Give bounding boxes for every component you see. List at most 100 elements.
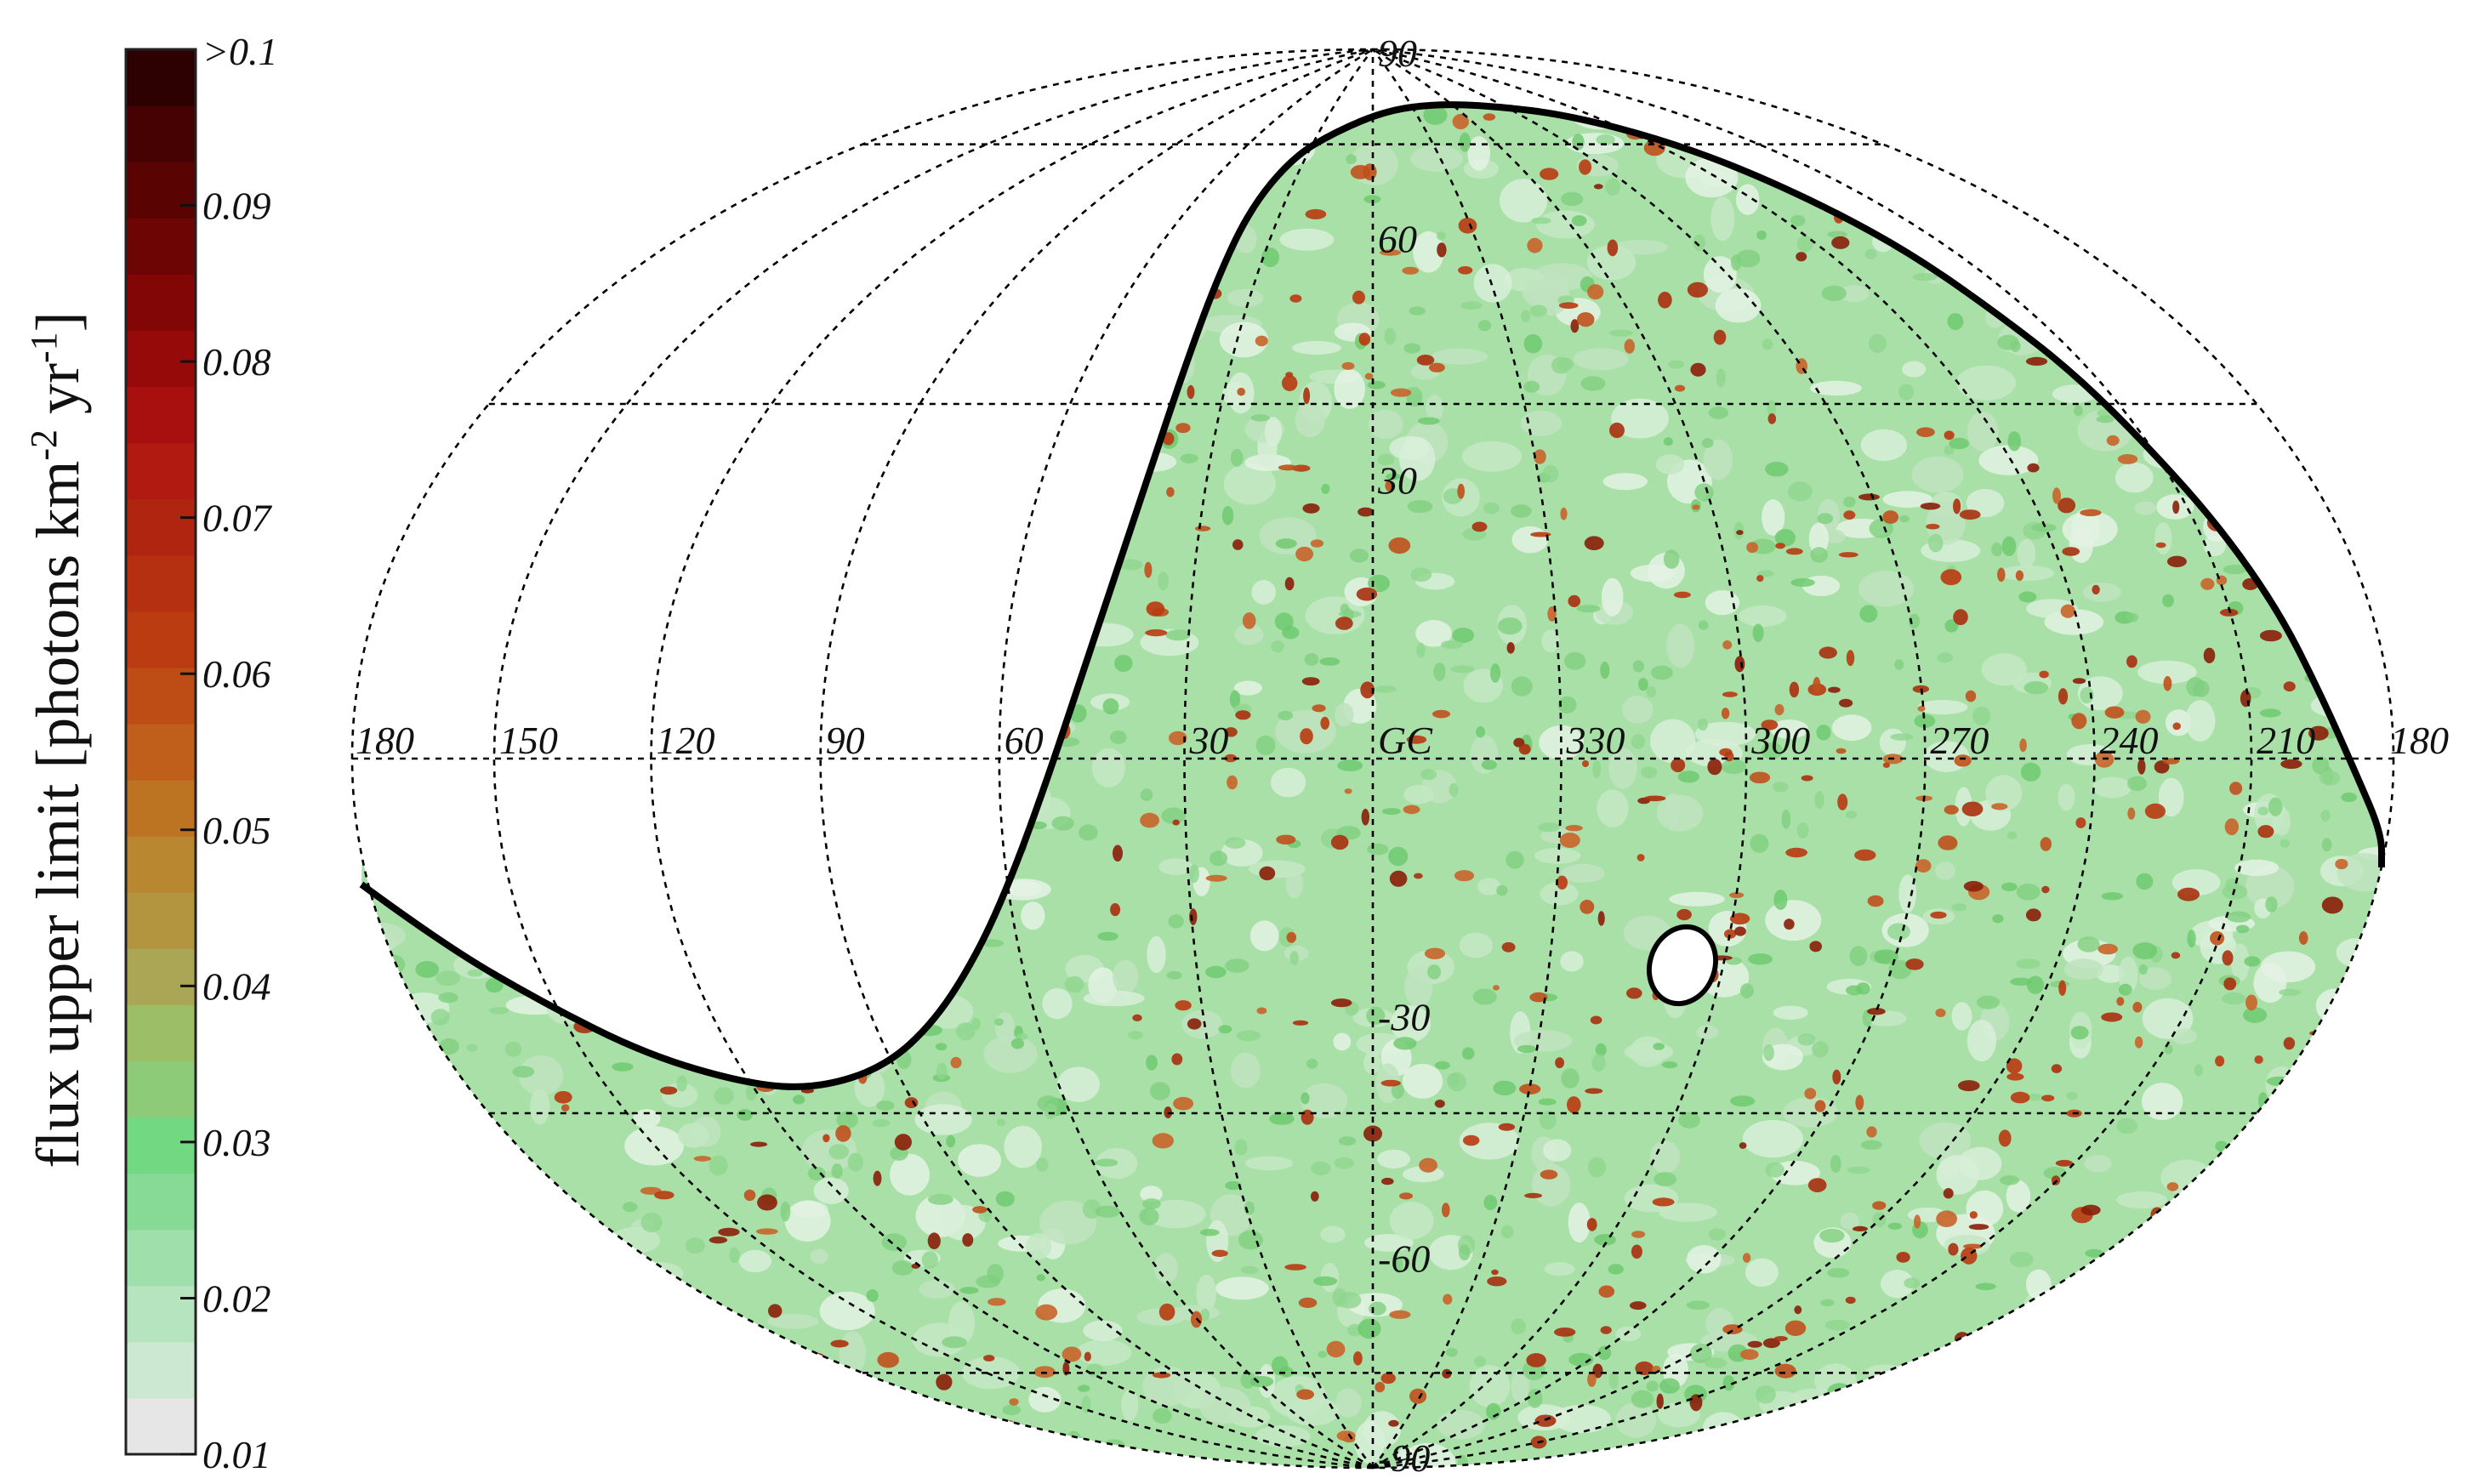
mid-flux-patch [2359,1057,2379,1070]
high-flux-spot [1915,859,1932,873]
mid-flux-patch [1006,149,1016,168]
colorbar-swatch [126,1229,196,1287]
low-flux-patch [2012,1337,2050,1355]
high-flux-spot [2229,151,2248,157]
mid-flux-patch [494,452,512,471]
high-flux-spot [1295,546,1314,562]
mid-flux-patch [1557,696,1577,714]
low-flux-patch [2152,325,2175,346]
mid-flux-patch [2085,1248,2104,1258]
high-flux-spot [1959,75,1974,90]
low-flux-patch [629,1261,684,1286]
mid-flux-patch [2291,384,2307,396]
high-flux-spot [2135,709,2151,724]
mid-flux-patch [841,562,862,583]
low-flux-patch [1694,721,1756,747]
mid-flux-patch [820,910,832,918]
mid-flux-patch [891,1260,914,1276]
mid-flux-patch [1686,1300,1710,1310]
mid-flux-patch [361,930,384,948]
mid-flux-patch [812,397,824,415]
high-flux-spot [1944,77,1952,89]
high-flux-spot [1774,1363,1796,1379]
mid-flux-patch [1784,133,1802,151]
high-flux-spot [2008,310,2016,316]
high-flux-spot [793,1008,801,1021]
mid-flux-patch [467,583,488,600]
high-flux-spot [1609,422,1625,439]
mid-flux-patch [1568,1352,1594,1367]
mid-flux-patch [839,104,851,109]
high-flux-spot [2330,646,2348,659]
mid-flux-patch [508,937,520,952]
low-flux-patch [1978,445,2039,475]
high-flux-spot [2374,498,2382,504]
low-flux-patch [361,202,414,236]
low-flux-patch [1279,228,1335,251]
high-flux-spot [1305,67,1314,73]
mid-flux-patch [2186,677,2205,697]
low-flux-patch [1219,321,1268,358]
mid-flux-patch [1750,833,1769,854]
high-flux-spot [2117,454,2138,464]
mid-flux-patch [1337,759,1363,771]
mid-flux-patch [1350,89,1366,104]
high-flux-spot [2223,1334,2245,1345]
high-flux-spot [2132,1249,2151,1255]
high-flux-spot [1356,587,1378,601]
high-flux-spot [1282,375,1298,391]
low-flux-patch [2025,1269,2052,1300]
mid-flux-patch [1225,958,1249,973]
mid-flux-patch [2196,456,2218,465]
high-flux-spot [2290,1112,2300,1123]
mid-flux-patch [2381,1204,2387,1216]
high-flux-spot [1940,569,1962,586]
high-flux-spot [2296,1326,2314,1342]
mid-flux-patch [2320,810,2331,822]
mid-flux-patch [357,65,375,76]
high-flux-spot [1310,539,1324,548]
low-flux-patch [362,286,401,311]
high-flux-spot [532,179,551,190]
low-flux-patch [1120,190,1154,219]
low-flux-patch [1004,1125,1042,1168]
low-flux-patch [2043,142,2069,185]
mid-flux-patch [1849,946,1868,967]
high-flux-spot [873,1170,882,1186]
mid-flux-patch [879,572,897,581]
high-flux-spot [1775,543,1785,549]
high-flux-spot [1600,1326,1612,1334]
low-flux-patch [2142,1083,2183,1120]
high-flux-spot [1306,67,1324,78]
high-flux-spot [1969,1211,1978,1220]
mid-flux-patch [2167,1316,2187,1328]
low-flux-patch [2303,407,2358,423]
low-flux-patch [1808,522,1829,555]
mid-flux-patch [2162,594,2174,608]
mid-flux-patch [489,602,501,622]
high-flux-spot [726,1345,740,1355]
mid-flux-patch [705,341,724,350]
mid-flux-patch [709,1155,728,1176]
mid-flux-patch [1149,49,1165,62]
mid-flux-patch [936,1062,948,1080]
mid-flux-patch [1797,1033,1816,1046]
low-flux-patch [501,1333,552,1348]
high-flux-spot [743,1189,756,1202]
mid-flux-patch [2010,977,2032,986]
mid-flux-patch [831,175,851,191]
mid-flux-patch [588,933,611,947]
low-flux-patch [1415,620,1452,647]
low-flux-patch [2137,660,2197,685]
low-flux-patch [1426,57,1444,82]
low-flux-patch [381,1406,430,1444]
mid-flux-patch [1146,1055,1158,1071]
high-flux-spot [1734,656,1745,673]
mid-flux-patch [1166,970,1182,980]
mid-flux-patch [1767,400,1776,418]
mid-flux-patch [395,699,412,719]
colorbar-tick-label: 0.08 [202,340,271,384]
low-flux-patch [1511,1370,1529,1403]
mid-flux-patch [1103,334,1114,354]
mid-flux-patch [1148,361,1166,371]
